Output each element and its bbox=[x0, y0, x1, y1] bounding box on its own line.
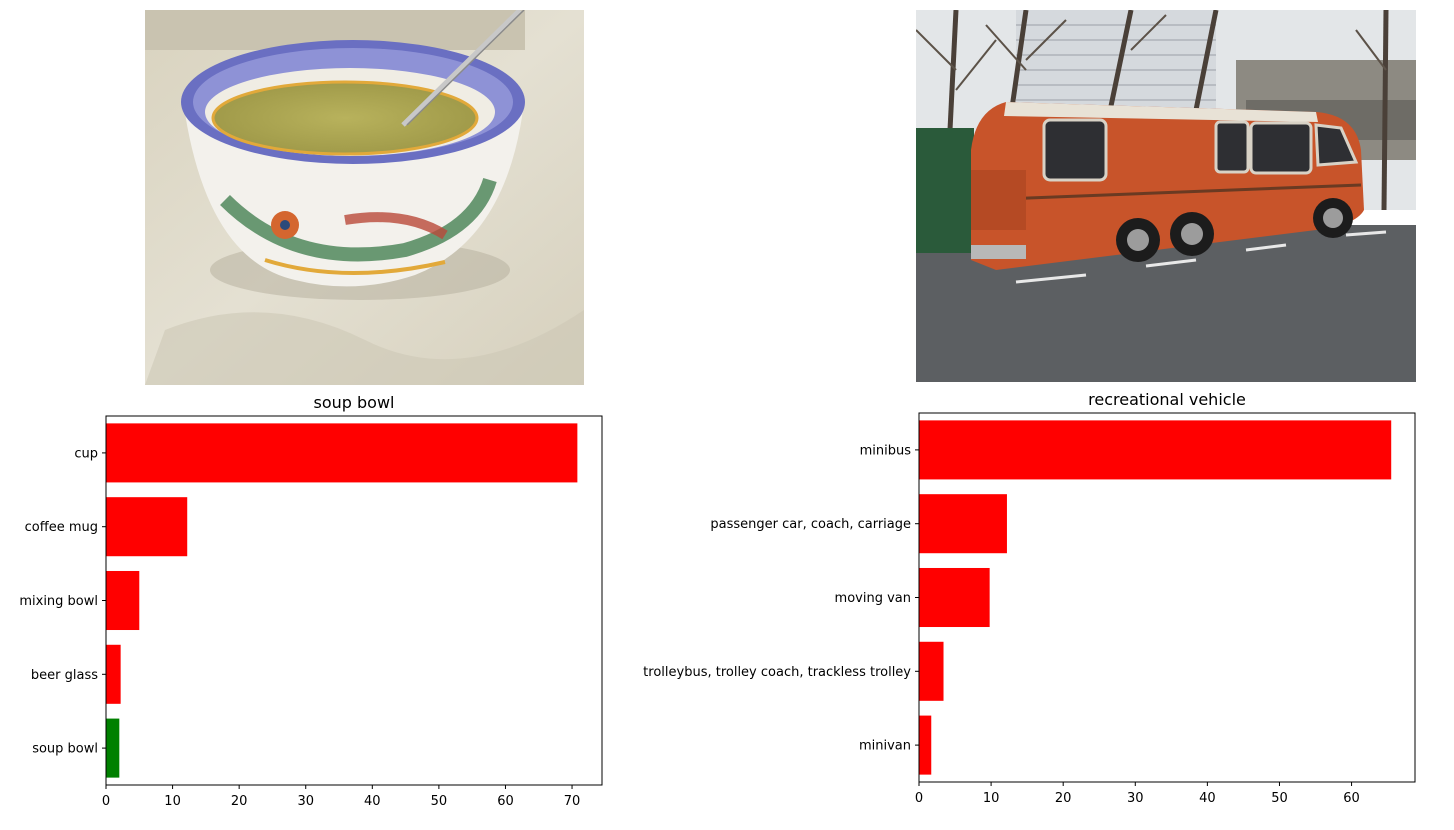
x-tick-label: 40 bbox=[364, 794, 381, 809]
bar-chart-recreational-vehicle: recreational vehicle minibus passenger ca… bbox=[643, 390, 1416, 806]
chart-title: soup bowl bbox=[314, 393, 395, 412]
bar-cup bbox=[106, 423, 578, 483]
x-tick-label: 60 bbox=[1343, 791, 1360, 806]
bar-minivan bbox=[919, 715, 932, 775]
y-tick-label: trolleybus, trolley coach, trackless tro… bbox=[643, 665, 911, 680]
bar-mixing-bowl bbox=[106, 570, 140, 631]
bar-coffee-mug bbox=[106, 497, 188, 557]
x-tick-label: 50 bbox=[431, 794, 448, 809]
plot-frame bbox=[105, 415, 603, 786]
y-tick-label: beer glass bbox=[31, 668, 98, 683]
x-tick-label: 70 bbox=[564, 794, 581, 809]
x-tick-label: 60 bbox=[497, 794, 514, 809]
x-tick-label: 10 bbox=[983, 791, 1000, 806]
bar-minibus bbox=[919, 420, 1392, 480]
x-tick-label: 30 bbox=[297, 794, 314, 809]
y-axis: cup coffee mug mixing bowl beer glass soup b… bbox=[19, 446, 106, 757]
recreational-vehicle-photo bbox=[916, 10, 1416, 382]
bar-passenger-car bbox=[919, 494, 1007, 554]
bar-chart-soup-bowl: soup bowl cup coffee mug mixing bowl beer g… bbox=[19, 393, 603, 809]
x-axis: 0 10 20 30 40 50 60 bbox=[915, 782, 1360, 806]
x-axis: 0 10 20 30 40 50 60 70 bbox=[102, 785, 580, 809]
bars bbox=[106, 423, 578, 778]
plot-frame bbox=[918, 412, 1416, 783]
x-tick-label: 50 bbox=[1271, 791, 1288, 806]
bar-trolleybus bbox=[919, 641, 944, 701]
x-tick-label: 20 bbox=[231, 794, 248, 809]
y-tick-label: coffee mug bbox=[25, 520, 98, 535]
y-tick-label: minibus bbox=[860, 443, 912, 458]
chart-title: recreational vehicle bbox=[1088, 390, 1246, 409]
x-tick-label: 30 bbox=[1127, 791, 1144, 806]
x-tick-label: 0 bbox=[915, 791, 923, 806]
x-tick-label: 40 bbox=[1199, 791, 1216, 806]
bars bbox=[919, 420, 1392, 775]
x-tick-label: 10 bbox=[164, 794, 181, 809]
bar-moving-van bbox=[919, 567, 990, 628]
y-tick-label: passenger car, coach, carriage bbox=[710, 517, 911, 532]
bar-soup-bowl bbox=[106, 718, 120, 778]
bar-beer-glass bbox=[106, 644, 121, 704]
y-tick-label: mixing bowl bbox=[19, 594, 98, 609]
y-tick-label: minivan bbox=[859, 739, 911, 754]
soup-bowl-photo bbox=[145, 10, 584, 385]
y-tick-label: soup bowl bbox=[32, 742, 98, 757]
x-tick-label: 20 bbox=[1055, 791, 1072, 806]
y-axis: minibus passenger car, coach, carriage mov… bbox=[643, 443, 919, 754]
y-tick-label: moving van bbox=[835, 591, 911, 606]
x-tick-label: 0 bbox=[102, 794, 110, 809]
y-tick-label: cup bbox=[74, 446, 98, 461]
